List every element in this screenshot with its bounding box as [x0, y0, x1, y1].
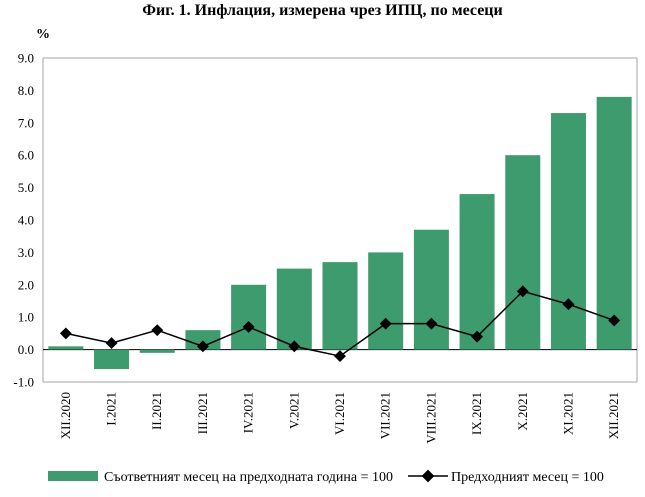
line-markers — [59, 285, 621, 363]
bar — [413, 229, 449, 350]
line-marker — [425, 317, 438, 330]
bar — [231, 284, 267, 350]
line-marker — [151, 324, 164, 337]
x-axis-tick-labels: XII.2020 I.2021 II.2021 III.2021 IV.2021 V.20… — [58, 392, 621, 444]
line-marker — [105, 337, 118, 350]
bar — [48, 346, 84, 350]
y-tick-label: -1.0 — [13, 375, 34, 390]
line-marker — [516, 285, 529, 298]
x-tick-label: XI.2021 — [560, 392, 575, 435]
x-tick-label: IX.2021 — [469, 392, 484, 435]
x-tick-label: IV.2021 — [241, 392, 256, 433]
y-tick-label: 3.0 — [18, 245, 34, 260]
bar — [459, 194, 495, 350]
y-tick-label: 6.0 — [18, 148, 34, 163]
bar — [505, 155, 541, 350]
y-tick-label: 8.0 — [18, 83, 34, 98]
y-tick-label: 4.0 — [18, 213, 34, 228]
y-tick-label: 7.0 — [18, 115, 34, 130]
line-marker — [59, 327, 72, 340]
x-tick-label: VI.2021 — [332, 392, 347, 435]
x-tick-label: XII.2020 — [58, 392, 73, 439]
y-tick-label: 5.0 — [18, 180, 34, 195]
y-tick-label: 2.0 — [18, 277, 34, 292]
x-tick-label: VIII.2021 — [423, 392, 438, 444]
legend-line-label: Предходният месец = 100 — [451, 470, 604, 485]
line-marker — [379, 317, 392, 330]
legend-line-marker — [421, 469, 435, 483]
bar — [139, 349, 175, 353]
bar-series — [48, 96, 632, 370]
x-tick-label: XII.2021 — [606, 392, 621, 439]
y-tick-label: 9.0 — [18, 51, 34, 66]
legend-bar-label: Съответният месец на предходната година … — [104, 470, 393, 485]
bar — [368, 252, 404, 350]
line-marker — [608, 314, 621, 327]
line-marker — [288, 340, 301, 353]
legend-bar-swatch — [48, 471, 98, 481]
x-tick-label: II.2021 — [149, 392, 164, 430]
x-tick-label: III.2021 — [195, 392, 210, 434]
y-tick-label: 1.0 — [18, 310, 34, 325]
x-tick-label: X.2021 — [515, 392, 530, 431]
bar — [276, 268, 312, 350]
x-tick-label: VII.2021 — [378, 392, 393, 439]
line-marker — [471, 330, 484, 343]
bar — [94, 349, 130, 370]
bar — [550, 113, 586, 350]
y-axis-unit-label: % — [36, 27, 50, 42]
chart-title: Фиг. 1. Инфлация, измерена чрез ИПЦ, по … — [142, 2, 503, 19]
x-tick-label: I.2021 — [104, 392, 119, 426]
bar — [596, 96, 632, 350]
legend: Съответният месец на предходната година … — [48, 469, 604, 485]
bar — [322, 262, 358, 350]
bar — [185, 330, 221, 350]
y-tick-label: 0.0 — [18, 342, 34, 357]
line-marker — [334, 350, 346, 363]
y-axis-tick-labels: 9.0 8.0 7.0 6.0 5.0 4.0 3.0 2.0 1.0 0.0 -1.0 — [13, 51, 34, 390]
plot-area — [42, 57, 638, 383]
x-tick-label: V.2021 — [286, 392, 301, 429]
